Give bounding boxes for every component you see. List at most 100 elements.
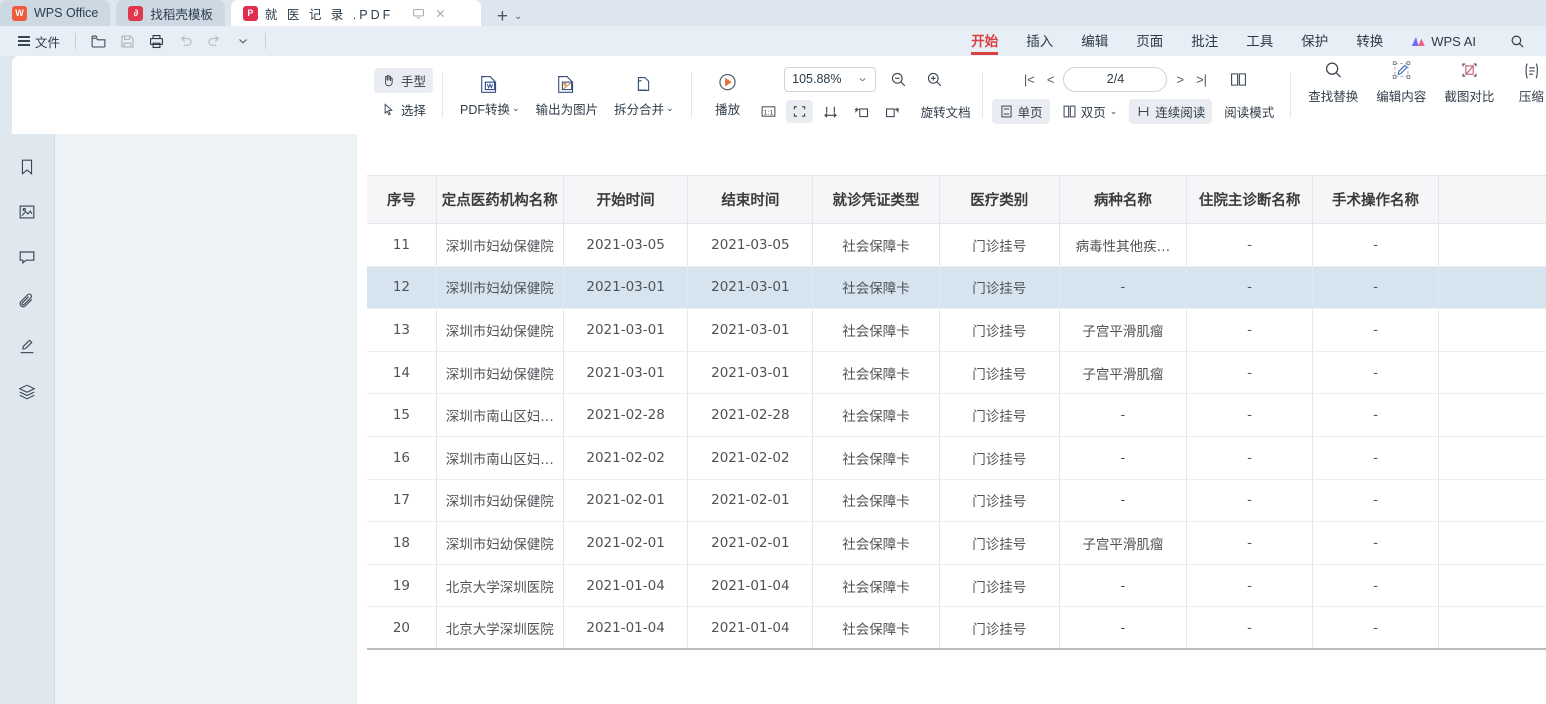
table-cell-overflow [1437,606,1546,651]
thumbnail-panel[interactable] [55,134,357,704]
attachment-icon[interactable] [14,289,40,315]
last-page-button[interactable]: >| [1196,71,1208,87]
screenshot-compare-button[interactable]: 截图对比 [1436,56,1502,108]
table-cell: 门诊挂号 [938,351,1060,395]
search-icon [1325,62,1341,78]
page-indicator-input[interactable]: 2/4 [1063,66,1168,92]
table-cell: - [1312,266,1439,310]
first-page-button[interactable]: |< [1023,71,1035,87]
compress-button[interactable]: 压缩 [1504,56,1546,108]
layers-icon[interactable] [14,379,40,405]
table-row[interactable]: 16 深圳市南山区妇… 2021-02-02 2021-02-02 社会保障卡 门诊挂号 -… [367,436,1546,480]
wps-ai-button[interactable]: WPS AI [1411,34,1476,49]
table-cell: 社会保障卡 [812,564,940,608]
table-cell: 社会保障卡 [812,393,940,437]
tab-wps-office[interactable]: W WPS Office [0,0,111,26]
pdf-convert-button[interactable]: PDF转换 ⌄ [452,69,528,121]
signature-icon[interactable] [14,334,40,360]
prev-page-button[interactable]: < [1046,71,1055,87]
menu-item-edit[interactable]: 编辑 [1081,33,1109,49]
fit-page-button[interactable] [785,99,813,123]
zoom-level-select[interactable]: 105.88% [784,66,877,92]
table-row[interactable]: 15 深圳市南山区妇… 2021-02-28 2021-02-28 社会保障卡 门诊挂号 -… [367,393,1546,437]
thumbnail-icon[interactable] [14,199,40,225]
pdf-page-canvas[interactable]: 序号 定点医药机构名称 开始时间 结束时间 就诊凭证类型 医疗类别 病种名称 住… [357,134,1546,704]
menu-item-convert[interactable]: 转换 [1356,33,1384,49]
redo-icon[interactable] [201,30,227,52]
table-row[interactable]: 18 深圳市妇幼保健院 2021-02-01 2021-02-01 社会保障卡 门诊挂号子… [367,521,1546,565]
table-cell: 北京大学深圳医院 [435,564,564,608]
menu-item-insert[interactable]: 插入 [1026,33,1054,49]
continuous-read-button[interactable]: 连续阅读 [1129,98,1213,124]
bookmark-icon[interactable] [14,154,40,180]
monitor-icon[interactable] [412,7,425,20]
zoom-in-button[interactable] [921,68,948,91]
quick-access-chevron-down-icon[interactable] [230,30,256,52]
table-cell: 2021-03-05 [687,223,813,267]
open-folder-icon[interactable] [85,30,111,52]
close-icon[interactable] [434,7,447,20]
double-page-icon [1063,105,1076,117]
file-menu-button[interactable]: 文件 [12,29,66,54]
menu-item-tools[interactable]: 工具 [1246,33,1274,49]
table-row[interactable]: 12 深圳市妇幼保健院 2021-03-01 2021-03-01 社会保障卡 门诊挂号 -… [367,266,1546,310]
split-merge-button[interactable]: 拆分合并 ⌄ [606,69,682,121]
save-icon[interactable] [114,30,140,52]
export-image-button[interactable]: 输出为图片 [528,69,607,121]
chevron-down-icon[interactable]: ⌄ [666,103,674,113]
pdf-convert-label: PDF转换 [460,103,511,117]
table-row[interactable]: 14 深圳市妇幼保健院 2021-03-01 2021-03-01 社会保障卡 门诊挂号子… [367,351,1546,395]
play-button[interactable]: 播放 [701,69,755,121]
fit-width-button[interactable] [817,100,844,123]
read-mode-button[interactable]: 阅读模式 [1217,99,1281,124]
next-page-button[interactable]: > [1176,71,1185,87]
zoom-out-button[interactable] [885,68,912,91]
tab-list-chevron-down-icon[interactable]: ⌄ [514,11,523,22]
tab-daoke-template[interactable]: ∂ 找稻壳模板 [116,0,225,26]
table-cell-overflow [1437,436,1546,480]
table-cell: 深圳市妇幼保健院 [435,223,564,267]
menu-item-page[interactable]: 页面 [1136,33,1164,49]
tab-pdf-document[interactable]: P 就 医 记 录 .PDF [230,0,481,26]
table-row[interactable]: 11 深圳市妇幼保健院 2021-03-05 2021-03-05 社会保障卡 门诊挂号病… [367,223,1546,267]
actual-size-button[interactable]: 1:1 [755,100,782,123]
chevron-down-icon[interactable]: ⌄ [512,103,520,113]
select-tool-button[interactable]: 选择 [374,97,433,122]
rotate-right-button[interactable] [879,100,906,123]
table-cell: 子宫平滑肌瘤 [1058,308,1187,352]
undo-icon[interactable] [172,30,198,52]
table-cell: 社会保障卡 [812,266,940,310]
rotate-document-button[interactable]: 旋转文档 [914,99,978,124]
menu-item-protect[interactable]: 保护 [1301,33,1329,49]
search-icon[interactable] [1504,30,1530,52]
table-cell: - [1185,521,1313,565]
rotate-document-label: 旋转文档 [920,105,971,120]
table-cell: - [1058,436,1187,480]
table-row[interactable]: 17 深圳市妇幼保健院 2021-02-01 2021-02-01 社会保障卡 门诊挂号 -… [367,479,1546,523]
new-tab-button[interactable]: + [496,6,508,27]
table-cell: - [1185,393,1313,437]
double-page-button[interactable]: 双页 ⌄ [1055,99,1125,124]
comment-icon[interactable] [14,244,40,270]
table-cell: - [1058,606,1187,651]
read-mode-icon[interactable] [1225,68,1252,91]
chevron-down-icon[interactable]: ⌄ [1109,105,1118,116]
table-row[interactable]: 19 北京大学深圳医院 2021-01-04 2021-01-04 社会保障卡 门诊挂号 -… [367,564,1546,608]
table-cell: - [1312,521,1439,565]
menu-item-start[interactable]: 开始 [971,30,999,55]
menu-item-annotate[interactable]: 批注 [1191,33,1219,49]
print-icon[interactable] [143,30,169,52]
single-page-button[interactable]: 单页 [991,98,1050,124]
table-cell: 社会保障卡 [812,308,940,352]
hand-tool-button[interactable]: 手型 [374,68,434,93]
rotate-left-button[interactable] [848,100,875,123]
table-row[interactable]: 13 深圳市妇幼保健院 2021-03-01 2021-03-01 社会保障卡 门诊挂号子… [367,308,1546,352]
tab-label: WPS Office [34,6,99,20]
workspace: 序号 定点医药机构名称 开始时间 结束时间 就诊凭证类型 医疗类别 病种名称 住… [0,134,1546,704]
edit-content-button[interactable]: 编辑内容 [1368,56,1434,108]
find-replace-button[interactable]: 查找替换 [1300,56,1366,108]
play-icon [719,74,736,91]
table-row[interactable]: 20 北京大学深圳医院 2021-01-04 2021-01-04 社会保障卡 门诊挂号 -… [367,606,1546,651]
table-cell: 门诊挂号 [938,564,1060,608]
select-tool-label: 选择 [401,104,427,118]
